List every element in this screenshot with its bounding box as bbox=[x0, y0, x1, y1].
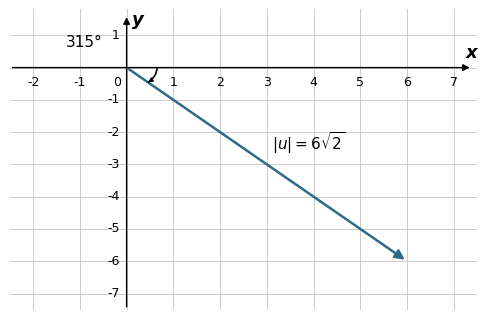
Text: 2: 2 bbox=[216, 76, 224, 89]
Text: -6: -6 bbox=[107, 255, 120, 268]
Text: 6: 6 bbox=[403, 76, 411, 89]
Text: 4: 4 bbox=[310, 76, 318, 89]
Text: -4: -4 bbox=[107, 190, 120, 203]
Text: -1: -1 bbox=[74, 76, 86, 89]
Text: -3: -3 bbox=[107, 158, 120, 171]
Text: -7: -7 bbox=[107, 287, 120, 300]
Text: 1: 1 bbox=[169, 76, 177, 89]
Text: x: x bbox=[466, 44, 477, 62]
Text: -2: -2 bbox=[27, 76, 39, 89]
Text: 315°: 315° bbox=[66, 35, 103, 50]
Text: 0: 0 bbox=[113, 76, 121, 89]
Text: 3: 3 bbox=[263, 76, 271, 89]
Text: $|u| = 6\sqrt{2}$: $|u| = 6\sqrt{2}$ bbox=[272, 131, 345, 156]
Text: 1: 1 bbox=[112, 29, 120, 42]
Text: -2: -2 bbox=[107, 126, 120, 139]
Text: 5: 5 bbox=[356, 76, 364, 89]
Text: -1: -1 bbox=[107, 93, 120, 106]
Text: y: y bbox=[132, 11, 144, 29]
Text: -5: -5 bbox=[107, 222, 120, 235]
Text: 7: 7 bbox=[450, 76, 458, 89]
